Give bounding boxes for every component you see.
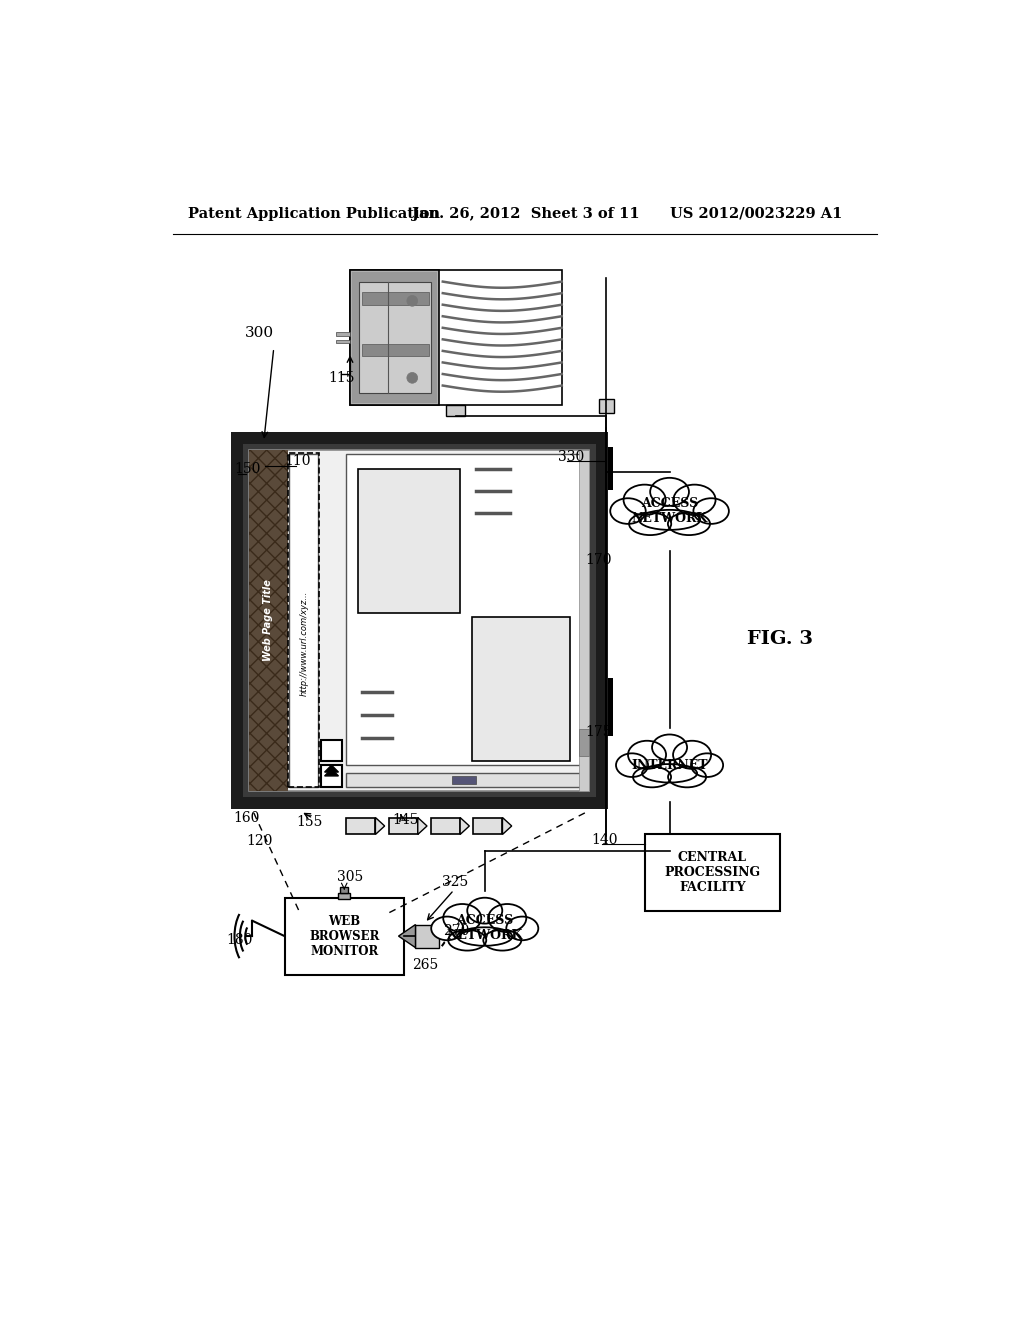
Ellipse shape <box>668 512 710 535</box>
Ellipse shape <box>652 734 687 760</box>
Text: 170: 170 <box>585 553 611 568</box>
Text: ACCESS
NETWORK: ACCESS NETWORK <box>446 915 523 942</box>
Text: CENTRAL
PROCESSING
FACILITY: CENTRAL PROCESSING FACILITY <box>665 851 761 895</box>
Ellipse shape <box>620 479 720 543</box>
Text: 145: 145 <box>392 813 419 826</box>
Text: Jan. 26, 2012  Sheet 3 of 11: Jan. 26, 2012 Sheet 3 of 11 <box>412 207 639 220</box>
Ellipse shape <box>624 484 666 515</box>
FancyBboxPatch shape <box>346 454 582 766</box>
FancyBboxPatch shape <box>472 618 570 762</box>
Text: 150: 150 <box>234 462 261 475</box>
FancyBboxPatch shape <box>289 454 318 787</box>
Text: US 2012/0023229 A1: US 2012/0023229 A1 <box>670 207 842 220</box>
Ellipse shape <box>693 498 729 524</box>
Polygon shape <box>418 817 427 834</box>
Text: 160: 160 <box>233 810 259 825</box>
Text: INTERNET: INTERNET <box>632 759 708 772</box>
FancyBboxPatch shape <box>645 834 779 911</box>
Ellipse shape <box>467 898 503 924</box>
FancyBboxPatch shape <box>336 341 350 343</box>
FancyBboxPatch shape <box>416 924 438 948</box>
FancyBboxPatch shape <box>579 450 590 791</box>
Text: FIG. 3: FIG. 3 <box>746 630 813 648</box>
Polygon shape <box>325 770 339 776</box>
Ellipse shape <box>610 498 646 524</box>
FancyBboxPatch shape <box>230 432 608 809</box>
FancyBboxPatch shape <box>285 898 403 974</box>
Ellipse shape <box>629 512 671 535</box>
Text: 265: 265 <box>412 958 438 973</box>
FancyBboxPatch shape <box>580 729 589 756</box>
Circle shape <box>407 372 418 383</box>
Text: WEB
BROWSER
MONITOR: WEB BROWSER MONITOR <box>309 915 380 957</box>
Ellipse shape <box>628 741 666 768</box>
Ellipse shape <box>488 904 526 932</box>
Text: 330: 330 <box>558 450 584 465</box>
Polygon shape <box>398 924 416 948</box>
FancyBboxPatch shape <box>350 271 562 405</box>
FancyBboxPatch shape <box>359 281 431 393</box>
Ellipse shape <box>449 929 486 950</box>
FancyBboxPatch shape <box>350 271 439 405</box>
Ellipse shape <box>625 735 715 795</box>
FancyBboxPatch shape <box>446 405 465 416</box>
Polygon shape <box>460 817 469 834</box>
Ellipse shape <box>642 764 697 783</box>
FancyBboxPatch shape <box>249 450 288 791</box>
Text: ACCESS
NETWORK: ACCESS NETWORK <box>632 498 708 525</box>
FancyBboxPatch shape <box>431 817 460 834</box>
FancyBboxPatch shape <box>357 470 460 614</box>
Ellipse shape <box>483 929 521 950</box>
FancyBboxPatch shape <box>600 447 612 490</box>
Text: 180: 180 <box>226 933 253 946</box>
FancyBboxPatch shape <box>388 817 418 834</box>
Text: 270: 270 <box>443 924 470 937</box>
FancyBboxPatch shape <box>346 817 376 834</box>
Ellipse shape <box>691 754 723 777</box>
Text: 155: 155 <box>296 814 323 829</box>
Ellipse shape <box>633 767 671 787</box>
Ellipse shape <box>673 741 711 768</box>
Polygon shape <box>325 766 339 772</box>
Ellipse shape <box>650 478 689 506</box>
FancyBboxPatch shape <box>243 444 596 797</box>
Text: Web Page Title: Web Page Title <box>263 579 273 661</box>
FancyBboxPatch shape <box>346 774 582 787</box>
Ellipse shape <box>506 916 539 940</box>
Ellipse shape <box>674 484 716 515</box>
Ellipse shape <box>639 510 700 529</box>
Text: 115: 115 <box>329 371 355 384</box>
Text: 120: 120 <box>246 834 272 849</box>
Text: 300: 300 <box>245 326 273 341</box>
FancyBboxPatch shape <box>600 678 612 737</box>
FancyBboxPatch shape <box>473 817 503 834</box>
Ellipse shape <box>431 916 463 940</box>
Text: 175: 175 <box>585 725 611 739</box>
Text: Patent Application Publication: Patent Application Publication <box>188 207 440 220</box>
FancyBboxPatch shape <box>361 293 429 305</box>
Text: 325: 325 <box>442 875 469 890</box>
FancyBboxPatch shape <box>599 399 614 412</box>
Circle shape <box>407 296 418 306</box>
Ellipse shape <box>458 927 512 945</box>
FancyBboxPatch shape <box>249 450 590 791</box>
FancyBboxPatch shape <box>336 333 350 335</box>
Text: http://www.url.com/xyz...: http://www.url.com/xyz... <box>299 591 308 696</box>
Text: 305: 305 <box>337 870 362 883</box>
FancyBboxPatch shape <box>340 887 348 892</box>
Ellipse shape <box>443 904 481 932</box>
Ellipse shape <box>668 767 707 787</box>
FancyBboxPatch shape <box>361 345 429 356</box>
FancyBboxPatch shape <box>321 766 342 787</box>
Ellipse shape <box>439 899 529 958</box>
FancyBboxPatch shape <box>321 739 342 762</box>
FancyBboxPatch shape <box>453 776 475 784</box>
Ellipse shape <box>616 754 648 777</box>
FancyBboxPatch shape <box>351 272 437 404</box>
FancyBboxPatch shape <box>338 892 350 899</box>
Text: 110: 110 <box>285 454 311 467</box>
Polygon shape <box>503 817 512 834</box>
Polygon shape <box>376 817 385 834</box>
Text: 140: 140 <box>591 833 617 846</box>
